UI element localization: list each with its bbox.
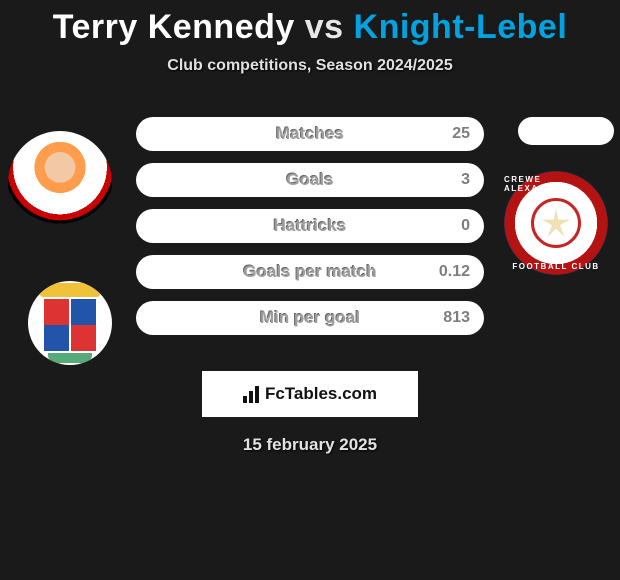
season-subtitle: Club competitions, Season 2024/2025 xyxy=(0,57,620,75)
stat-bars: Matches 25 Goals 3 Hattricks 0 Goals per match… xyxy=(136,117,484,347)
stat-label: Hattricks xyxy=(274,216,347,236)
stat-bar: Matches 25 xyxy=(136,117,484,151)
player1-name: Terry Kennedy xyxy=(53,8,295,46)
stat-bar: Goals per match 0.12 xyxy=(136,255,484,289)
stat-value-right: 0.12 xyxy=(439,263,470,281)
stat-bar: Hattricks 0 xyxy=(136,209,484,243)
fctables-icon xyxy=(243,385,259,403)
stat-label: Min per goal xyxy=(260,308,360,328)
stat-bar: Min per goal 813 xyxy=(136,301,484,335)
stat-label: Goals per match xyxy=(243,262,376,282)
player1-avatar xyxy=(8,131,112,235)
stat-label: Goals xyxy=(286,170,333,190)
snapshot-date: 15 february 2025 xyxy=(0,435,620,455)
player2-club-badge: CREWE ALEXANDRA FOOTBALL CLUB xyxy=(504,171,608,275)
source-logo: FcTables.com xyxy=(202,371,418,417)
comparison-title: Terry Kennedy vs Knight-Lebel xyxy=(0,0,620,47)
stat-value-right: 25 xyxy=(452,125,470,143)
player2-avatar xyxy=(518,117,614,145)
source-logo-text: FcTables.com xyxy=(265,384,377,404)
player1-club-badge xyxy=(28,281,112,365)
stat-value-right: 813 xyxy=(443,309,470,327)
club2-inner-crest xyxy=(531,198,581,248)
stat-label: Matches xyxy=(276,124,344,144)
player2-name: Knight-Lebel xyxy=(354,8,568,46)
vs-text: vs xyxy=(305,8,344,46)
stat-value-right: 3 xyxy=(461,171,470,189)
comparison-content: CREWE ALEXANDRA FOOTBALL CLUB Matches 25 G… xyxy=(0,103,620,363)
stat-value-right: 0 xyxy=(461,217,470,235)
stat-bar: Goals 3 xyxy=(136,163,484,197)
